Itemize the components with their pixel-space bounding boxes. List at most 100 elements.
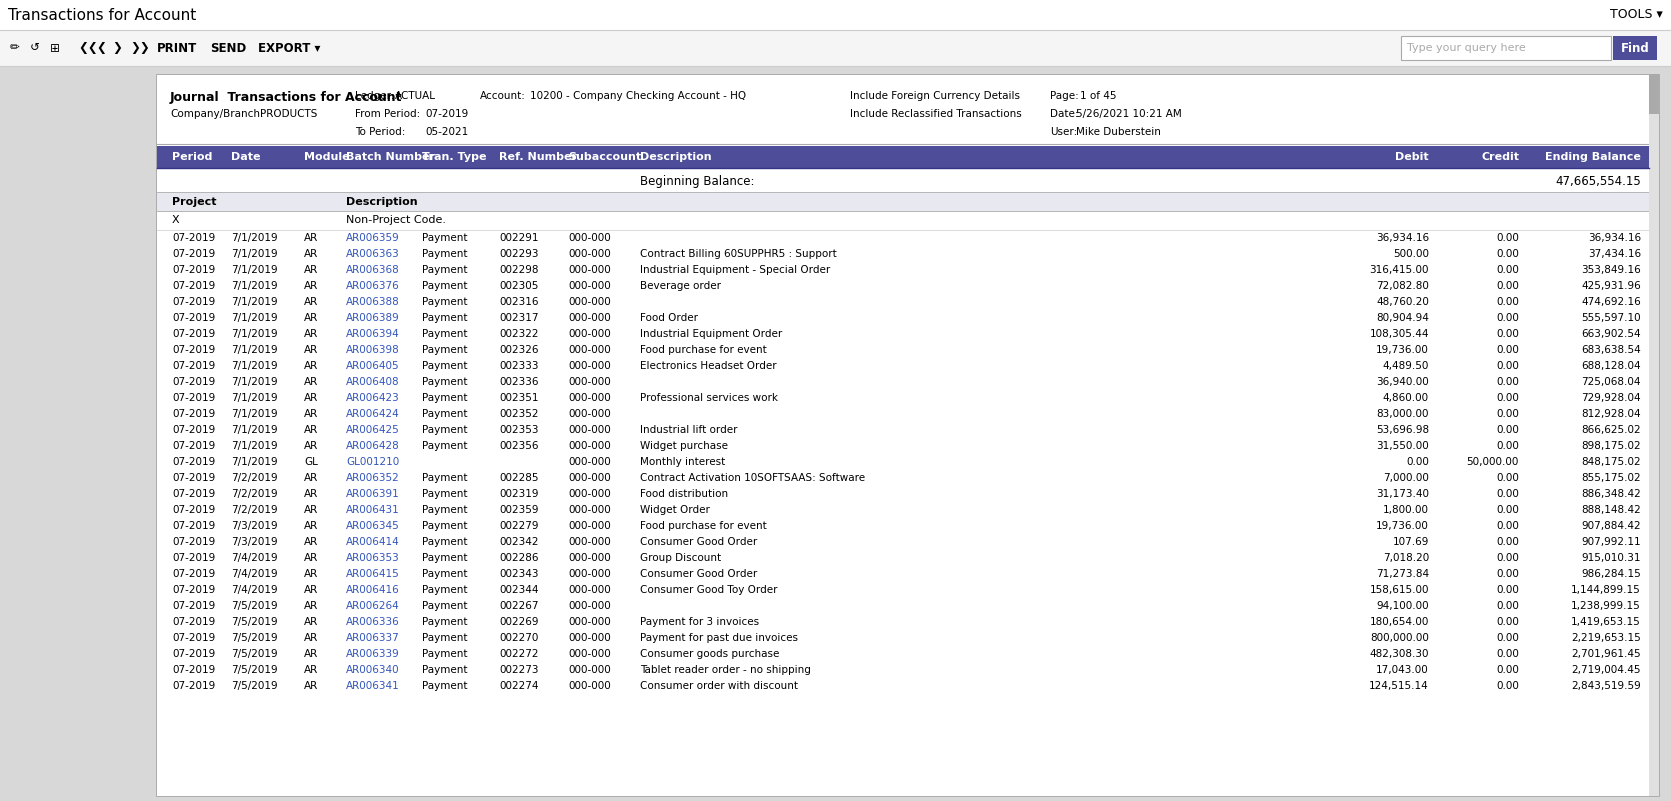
Text: 002298: 002298 [500, 265, 538, 275]
Text: AR: AR [304, 409, 317, 419]
Text: 7/1/2019: 7/1/2019 [231, 265, 277, 275]
Text: 2,219,653.15: 2,219,653.15 [1571, 633, 1641, 643]
Text: 0.00: 0.00 [1496, 585, 1519, 595]
Bar [157, 311, 1649, 326]
Bar [157, 519, 1649, 534]
Text: Batch Number: Batch Number [346, 152, 434, 162]
Bar [1649, 74, 1659, 114]
Text: 0.00: 0.00 [1405, 457, 1429, 467]
Text: AR: AR [304, 649, 317, 659]
Text: 002344: 002344 [500, 585, 538, 595]
Text: 0.00: 0.00 [1496, 281, 1519, 291]
Bar [157, 551, 1649, 566]
Text: 07-2019: 07-2019 [172, 505, 216, 515]
Text: ACTUAL: ACTUAL [394, 91, 436, 101]
Text: AR006341: AR006341 [346, 681, 399, 691]
Text: 000-000: 000-000 [568, 377, 610, 387]
Text: X: X [172, 215, 179, 225]
Text: 000-000: 000-000 [568, 233, 610, 243]
Text: AR006345: AR006345 [346, 521, 399, 531]
Text: 7/5/2019: 7/5/2019 [231, 601, 277, 611]
Text: 002274: 002274 [500, 681, 538, 691]
Text: Widget Order: Widget Order [640, 505, 710, 515]
Text: Industrial lift order: Industrial lift order [640, 425, 737, 435]
Text: AR: AR [304, 553, 317, 563]
Text: Debit: Debit [1395, 152, 1429, 162]
Text: 7/1/2019: 7/1/2019 [231, 249, 277, 259]
Text: Payment: Payment [423, 537, 468, 547]
Text: Payment: Payment [423, 249, 468, 259]
Text: Type your query here: Type your query here [1407, 43, 1526, 53]
Text: 855,175.02: 855,175.02 [1581, 473, 1641, 483]
Text: AR006352: AR006352 [346, 473, 399, 483]
Text: AR006416: AR006416 [346, 585, 399, 595]
Text: 108,305.44: 108,305.44 [1370, 329, 1429, 339]
Text: 36,940.00: 36,940.00 [1377, 377, 1429, 387]
Text: AR: AR [304, 265, 317, 275]
Text: User:: User: [1049, 127, 1078, 137]
Text: 47,665,554.15: 47,665,554.15 [1556, 175, 1641, 188]
Text: Consumer Good Toy Order: Consumer Good Toy Order [640, 585, 777, 595]
Bar [157, 263, 1649, 278]
Text: Credit: Credit [1481, 152, 1519, 162]
Text: AR006353: AR006353 [346, 553, 399, 563]
Text: 800,000.00: 800,000.00 [1370, 633, 1429, 643]
Text: 07-2019: 07-2019 [424, 109, 468, 119]
Text: 07-2019: 07-2019 [172, 681, 216, 691]
Text: Period: Period [172, 152, 212, 162]
Text: AR: AR [304, 617, 317, 627]
Text: Payment: Payment [423, 361, 468, 371]
Text: Payment: Payment [423, 505, 468, 515]
Text: AR006415: AR006415 [346, 569, 399, 579]
Text: Ref. Number: Ref. Number [500, 152, 576, 162]
Text: 688,128.04: 688,128.04 [1581, 361, 1641, 371]
Text: 7/2/2019: 7/2/2019 [231, 489, 277, 499]
Bar [157, 423, 1649, 438]
Text: ❯: ❯ [112, 42, 122, 54]
Text: AR: AR [304, 665, 317, 675]
Text: Payment: Payment [423, 617, 468, 627]
Text: Payment: Payment [423, 345, 468, 355]
Text: Mike Duberstein: Mike Duberstein [1076, 127, 1161, 137]
Text: PRODUCTS: PRODUCTS [261, 109, 317, 119]
Text: 0.00: 0.00 [1496, 313, 1519, 323]
Text: 002356: 002356 [500, 441, 538, 451]
Text: AR006414: AR006414 [346, 537, 399, 547]
Text: Beverage order: Beverage order [640, 281, 720, 291]
Text: Industrial Equipment Order: Industrial Equipment Order [640, 329, 782, 339]
Text: AR: AR [304, 569, 317, 579]
Bar [157, 375, 1649, 390]
Text: ❯❯: ❯❯ [130, 42, 150, 54]
Bar [0, 0, 1671, 30]
Text: 898,175.02: 898,175.02 [1581, 441, 1641, 451]
Text: Beginning Balance:: Beginning Balance: [640, 175, 755, 188]
Text: 002286: 002286 [500, 553, 538, 563]
Text: ✏: ✏ [10, 42, 20, 54]
Text: 000-000: 000-000 [568, 297, 610, 307]
Text: Monthly interest: Monthly interest [640, 457, 725, 467]
Text: AR006423: AR006423 [346, 393, 399, 403]
Text: 000-000: 000-000 [568, 457, 610, 467]
Text: 7/1/2019: 7/1/2019 [231, 425, 277, 435]
Text: 7/1/2019: 7/1/2019 [231, 361, 277, 371]
Text: Project: Project [172, 197, 217, 207]
Text: AR006394: AR006394 [346, 329, 399, 339]
Text: 000-000: 000-000 [568, 553, 610, 563]
Text: Payment: Payment [423, 585, 468, 595]
Text: 0.00: 0.00 [1496, 425, 1519, 435]
Text: Payment: Payment [423, 281, 468, 291]
Text: 0.00: 0.00 [1496, 297, 1519, 307]
Text: 07-2019: 07-2019 [172, 361, 216, 371]
Text: Company/Branch:: Company/Branch: [170, 109, 264, 119]
Text: AR006363: AR006363 [346, 249, 399, 259]
Text: 000-000: 000-000 [568, 665, 610, 675]
Text: 812,928.04: 812,928.04 [1581, 409, 1641, 419]
Text: SEND: SEND [211, 42, 246, 54]
Text: Payment: Payment [423, 521, 468, 531]
Text: Transactions for Account: Transactions for Account [8, 7, 196, 22]
Text: ❮❮: ❮❮ [79, 42, 97, 54]
Text: 000-000: 000-000 [568, 441, 610, 451]
Text: AR006391: AR006391 [346, 489, 399, 499]
Text: AR006376: AR006376 [346, 281, 399, 291]
Bar [157, 407, 1649, 422]
